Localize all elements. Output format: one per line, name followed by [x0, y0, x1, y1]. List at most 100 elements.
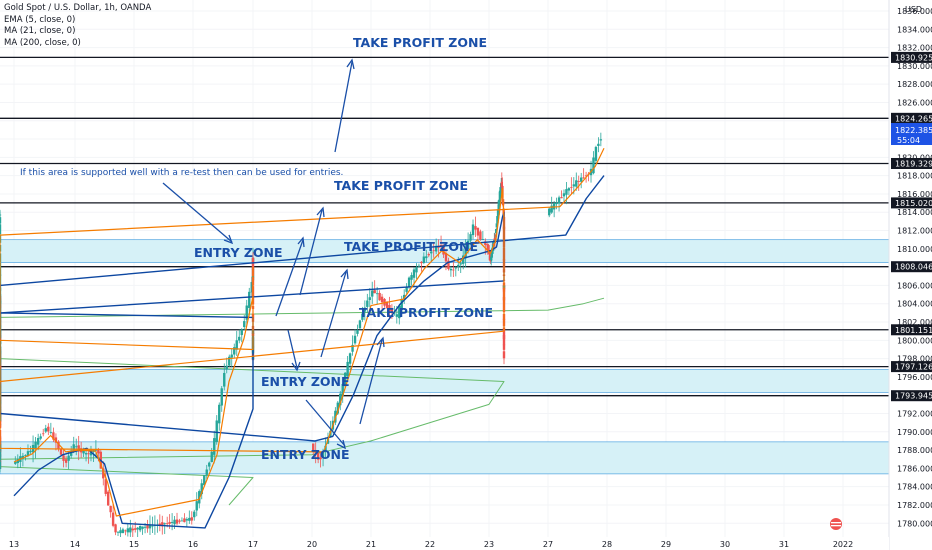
candle-body: [138, 526, 142, 531]
arrow-head: [297, 236, 305, 248]
candle-body: [594, 146, 598, 161]
time-ticks: 13 14 15 16 17 20 21 22 23 27 28 29 30 31 2022: [9, 540, 853, 549]
candle-body: [599, 139, 603, 141]
price-level-tag: [891, 197, 932, 209]
candle-body: [225, 365, 228, 370]
candle-body: [430, 251, 433, 254]
arrow-line: [359, 339, 383, 425]
candle-body: [210, 451, 213, 463]
candle-body: [363, 307, 367, 312]
y-tick-label: 1788.000: [897, 446, 932, 455]
arrow-line: [320, 271, 347, 358]
candle-body: [228, 356, 231, 366]
candle-body: [75, 446, 78, 448]
candle-body: [312, 443, 315, 452]
candle-body: [205, 469, 208, 475]
candle-body: [104, 479, 107, 494]
candle-body: [59, 448, 63, 455]
candle-body: [493, 238, 497, 240]
candle-body: [14, 461, 17, 464]
candle-body: [479, 231, 482, 240]
candle-body: [582, 177, 585, 179]
candle-body: [193, 511, 196, 518]
current-price-tag: 1822.385 55:04: [891, 123, 932, 145]
candle-body: [245, 305, 248, 320]
candle-body: [442, 244, 445, 255]
y-tick-label: 1832.000: [897, 44, 932, 53]
y-tick-label: 1836.000: [897, 7, 932, 16]
x-tick-label: 27: [543, 540, 553, 549]
candle-body: [208, 462, 211, 467]
candle-body: [215, 420, 218, 442]
candle-body: [420, 261, 423, 264]
legend-ma200: MA (200, close, 0): [4, 37, 81, 48]
candle-body: [449, 268, 453, 271]
candle-body: [402, 294, 406, 299]
candle-body: [459, 263, 462, 265]
candle-body: [555, 202, 558, 205]
candle-body: [496, 209, 500, 219]
candle-body: [0, 454, 2, 461]
candle-body: [143, 526, 147, 528]
candle-body: [489, 256, 493, 261]
ma-200-layer: [0, 297, 605, 506]
candle-body: [361, 313, 364, 320]
candle-body: [388, 305, 391, 312]
take-profit-label-3: TAKE PROFIT ZONE: [344, 239, 478, 254]
price-level-tag: [891, 112, 932, 124]
candle-body: [195, 501, 198, 511]
candles-layer: [0, 132, 603, 542]
candle-body: [385, 302, 389, 308]
candle-body: [398, 306, 401, 319]
x-tick-label: 29: [661, 540, 671, 549]
candle-body: [250, 281, 253, 293]
candle-body: [230, 354, 233, 358]
candle-body: [495, 223, 499, 228]
price-level-label: 1815.020: [895, 199, 932, 208]
time-axis[interactable]: 13 14 15 16 17 20 21 22 23 27 28 29 30 31 2022: [0, 537, 889, 550]
price-level-tag: [891, 157, 932, 169]
candle-body: [131, 528, 134, 531]
y-tick-label: 1782.000: [897, 501, 932, 510]
candle-body: [395, 314, 399, 317]
arrow-head: [316, 206, 325, 218]
current-price-value: 1822.385: [895, 126, 932, 135]
candle-body: [498, 191, 502, 202]
candle-body: [218, 404, 221, 424]
candle-body: [168, 521, 171, 524]
candle-body: [484, 241, 487, 246]
x-tick-label: 20: [307, 540, 317, 549]
candle-body: [490, 251, 494, 258]
candle-body: [87, 453, 90, 455]
candle-body: [121, 529, 125, 534]
arrow-line: [299, 209, 323, 296]
take-profit-label-4: TAKE PROFIT ZONE: [359, 305, 493, 320]
arrow-head: [346, 58, 355, 70]
candle-body: [67, 455, 70, 461]
candle-body: [136, 527, 139, 530]
candle-body: [562, 193, 566, 197]
candle-body: [366, 300, 369, 307]
candle-body: [102, 468, 105, 479]
candle-body: [494, 235, 497, 237]
candle-body: [173, 519, 176, 525]
y-tick-label: 1790.000: [897, 428, 932, 437]
candle-body: [476, 227, 480, 236]
y-tick-label: 1798.000: [897, 355, 932, 364]
candle-body: [575, 180, 578, 187]
candle-body: [560, 197, 563, 199]
candle-body: [552, 203, 556, 210]
candle-body: [481, 238, 485, 240]
price-axis[interactable]: USD 1780.000 1782.000 1784.000 1786.000 1788…: [888, 0, 932, 550]
candle-body: [417, 265, 421, 267]
ema-5-layer: [0, 147, 605, 517]
candle-body: [77, 445, 80, 452]
price-level-label: 1830.925: [895, 53, 932, 62]
chart-legend: Gold Spot / U.S. Dollar, 1h, OANDA EMA (…: [4, 3, 151, 49]
candle-body: [0, 460, 2, 470]
legend-ema: EMA (5, close, 0): [4, 14, 76, 25]
x-tick-label: 28: [602, 540, 612, 549]
entry-zone-band: [0, 441, 890, 475]
candle-body: [368, 297, 371, 301]
